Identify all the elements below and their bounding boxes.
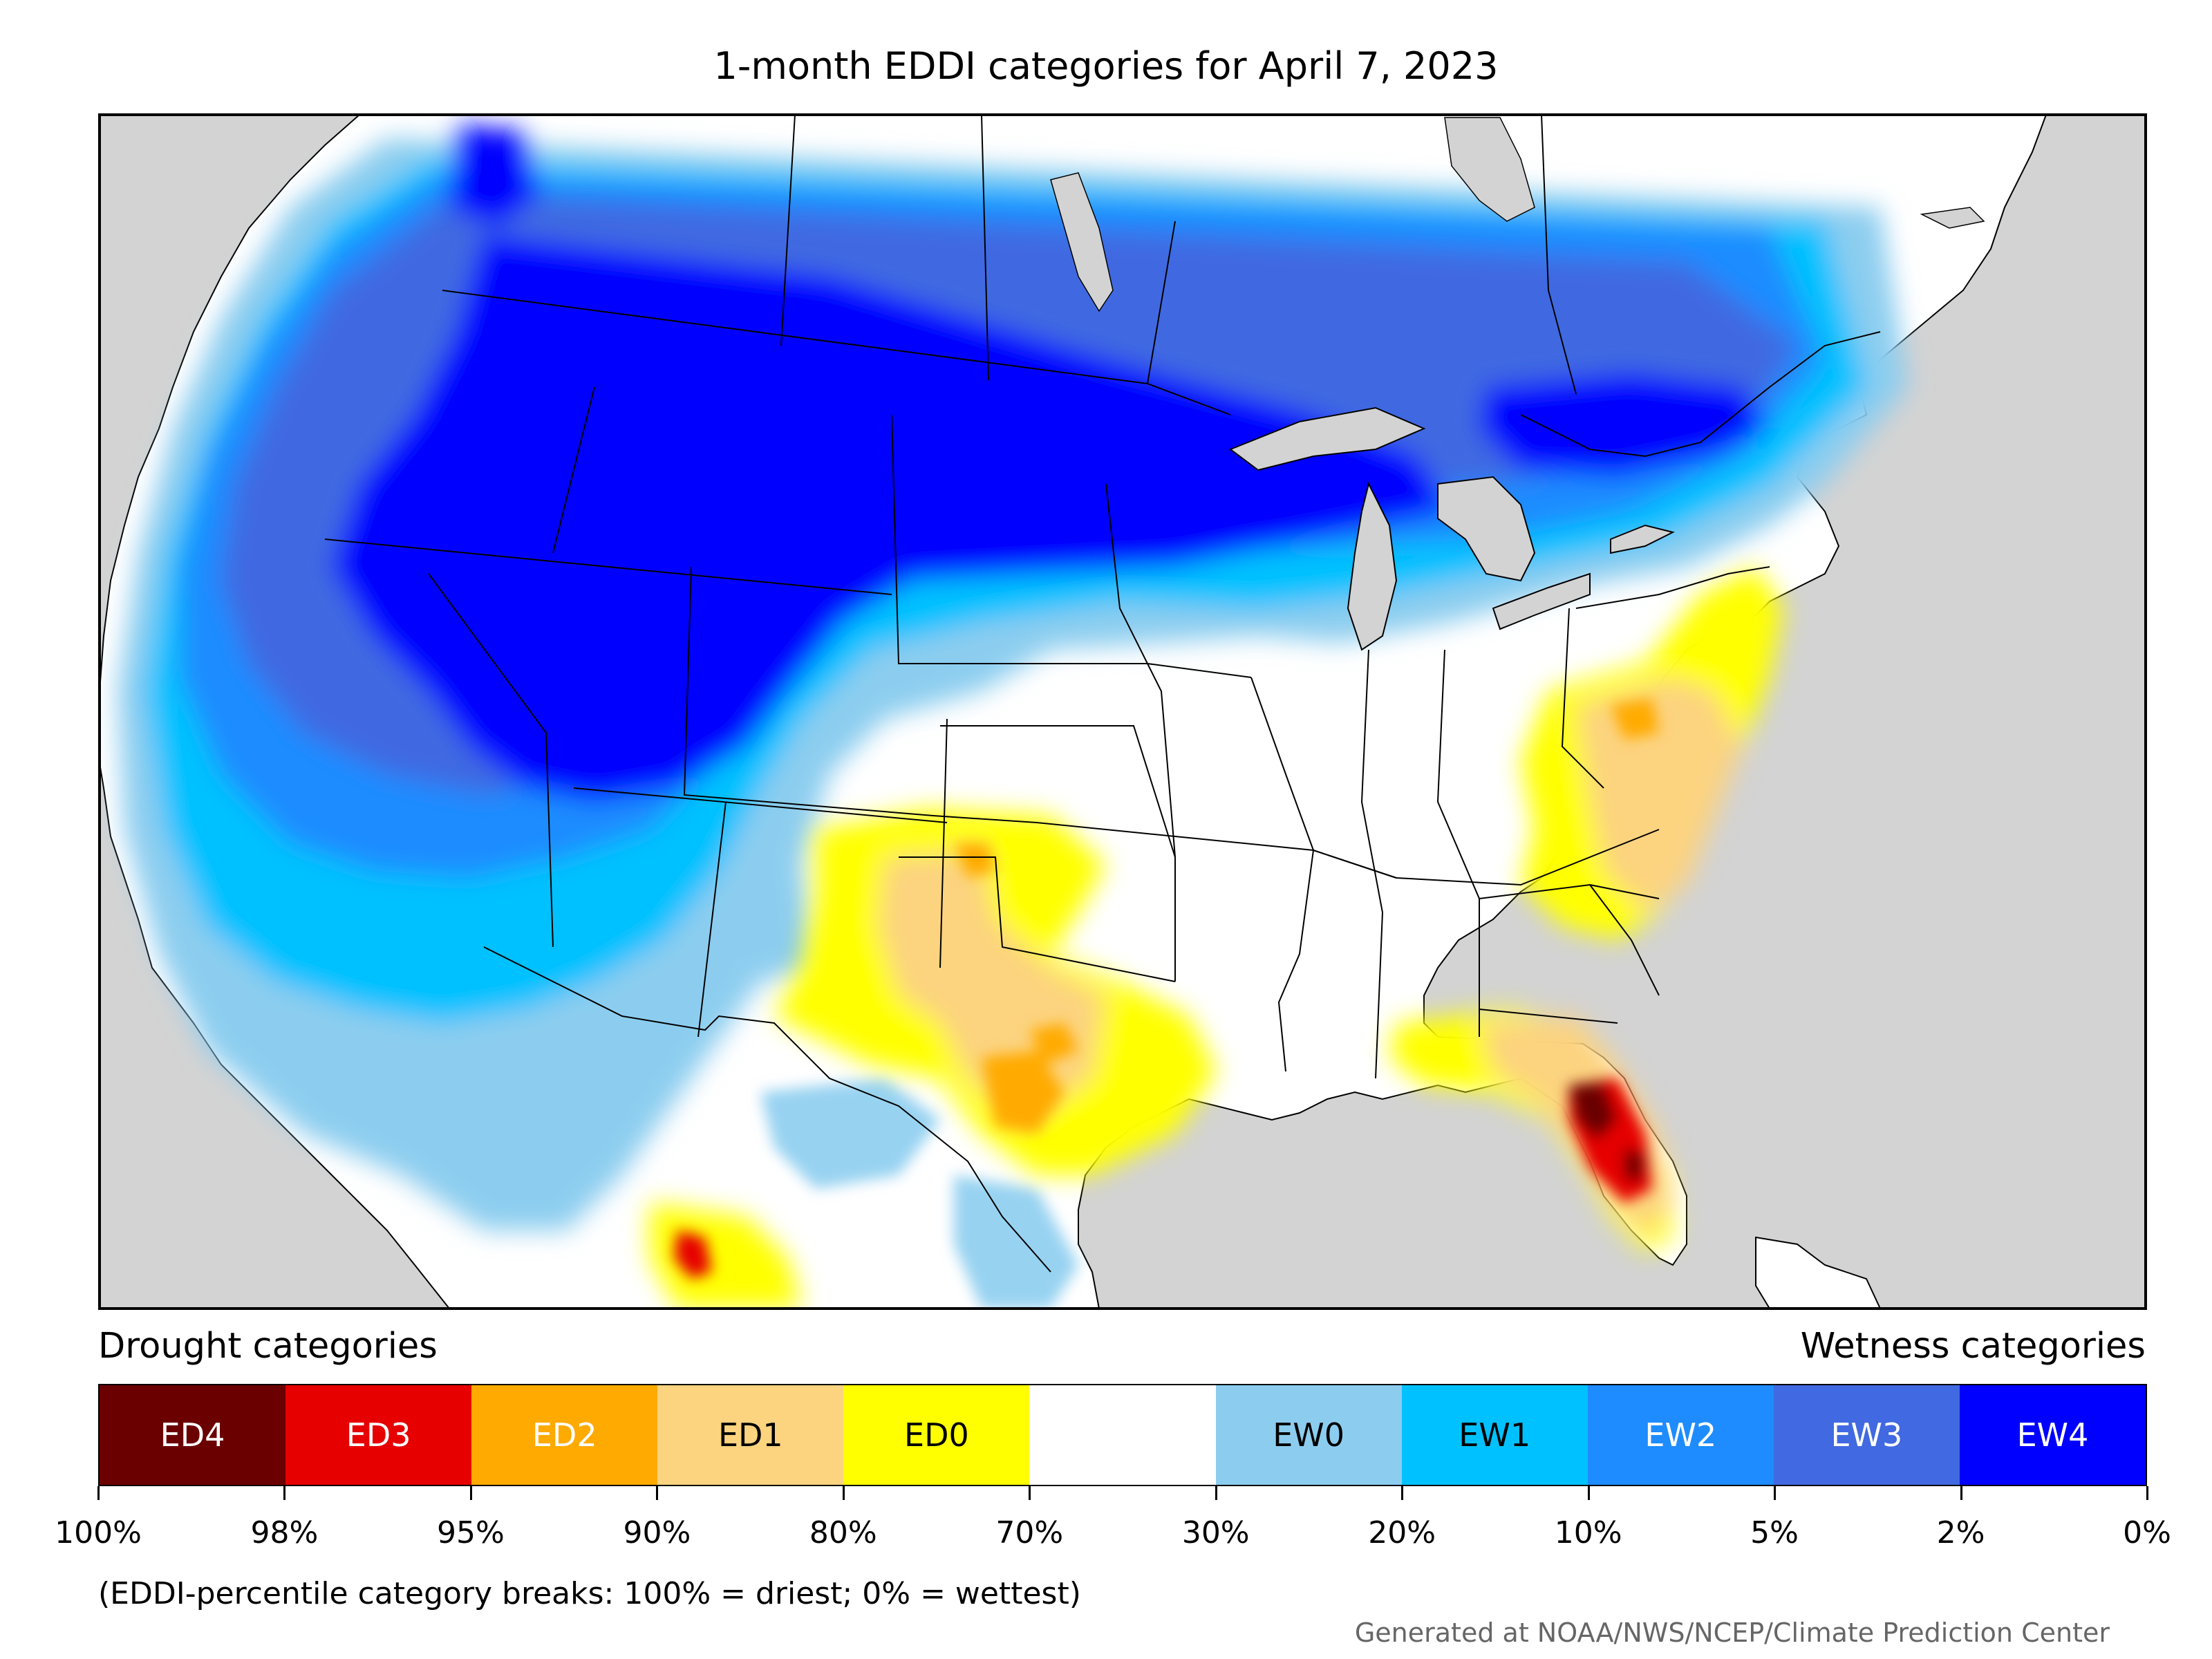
legend-swatch-ed1: ED1	[657, 1385, 844, 1485]
mexico-border	[483, 946, 1051, 1273]
great-lakes	[1228, 406, 1675, 651]
legend-swatch-ed4: ED4	[100, 1385, 286, 1485]
colorbar-tick	[2146, 1486, 2148, 1500]
colorbar-tick	[469, 1486, 472, 1500]
colorbar-tick-label: 98%	[250, 1515, 319, 1550]
map-title: 1-month EDDI categories for April 7, 202…	[713, 44, 1499, 88]
drought-heading: Drought categories	[98, 1326, 438, 1367]
colorbar-tick-label: 2%	[1936, 1515, 1985, 1550]
colorbar-tick-label: 70%	[995, 1515, 1064, 1550]
colorbar-tick	[656, 1486, 659, 1500]
land-cuba	[1755, 1236, 1882, 1309]
legend-swatch-ew4: EW4	[1959, 1385, 2146, 1485]
legend-swatch-ew1: EW1	[1401, 1385, 1588, 1485]
legend-swatch-ew3: EW3	[1773, 1385, 1960, 1485]
legend-swatch-ed2: ED2	[471, 1385, 658, 1485]
legend-swatch-ew2: EW2	[1587, 1385, 1774, 1485]
colorbar-tick-label: 90%	[623, 1515, 691, 1550]
colorbar-tick	[1401, 1486, 1404, 1500]
colorbar-tick	[1215, 1486, 1217, 1500]
map-frame	[98, 113, 2147, 1310]
legend-swatch-ed0: ED0	[843, 1385, 1030, 1485]
colorbar-tick	[842, 1486, 845, 1500]
state-borders	[324, 115, 1881, 1079]
category-note: (EDDI-percentile category breaks: 100% =…	[98, 1576, 1081, 1611]
legend-swatch-ed3: ED3	[285, 1385, 472, 1485]
colorbar-tick-label: 0%	[2123, 1515, 2171, 1550]
colorbar-tick	[97, 1486, 100, 1500]
colorbar-tick-label: 20%	[1368, 1515, 1436, 1550]
colorbar-tick-label: 80%	[809, 1515, 877, 1550]
colorbar-tick	[1774, 1486, 1777, 1500]
colorbar-tick	[1029, 1486, 1031, 1500]
legend-swatch-ew0: EW0	[1215, 1385, 1402, 1485]
category-colorbar: ED4 ED3 ED2 ED1 ED0 EW0 EW1 EW2 EW3 EW4	[98, 1384, 2147, 1486]
legend-swatch-normal	[1029, 1385, 1216, 1485]
colorbar-tick	[1587, 1486, 1590, 1500]
colorbar-tick-label: 100%	[55, 1515, 142, 1550]
wetness-heading: Wetness categories	[1800, 1326, 2146, 1367]
colorbar-tick	[1960, 1486, 1962, 1500]
colorbar-tick-label: 30%	[1181, 1515, 1250, 1550]
colorbar-tick	[283, 1486, 286, 1500]
credit-line: Generated at NOAA/NWS/NCEP/Climate Predi…	[1354, 1618, 2110, 1648]
colorbar-tick-label: 5%	[1750, 1515, 1799, 1550]
colorbar-tick-label: 95%	[437, 1515, 505, 1550]
colorbar-tick-label: 10%	[1554, 1515, 1622, 1550]
